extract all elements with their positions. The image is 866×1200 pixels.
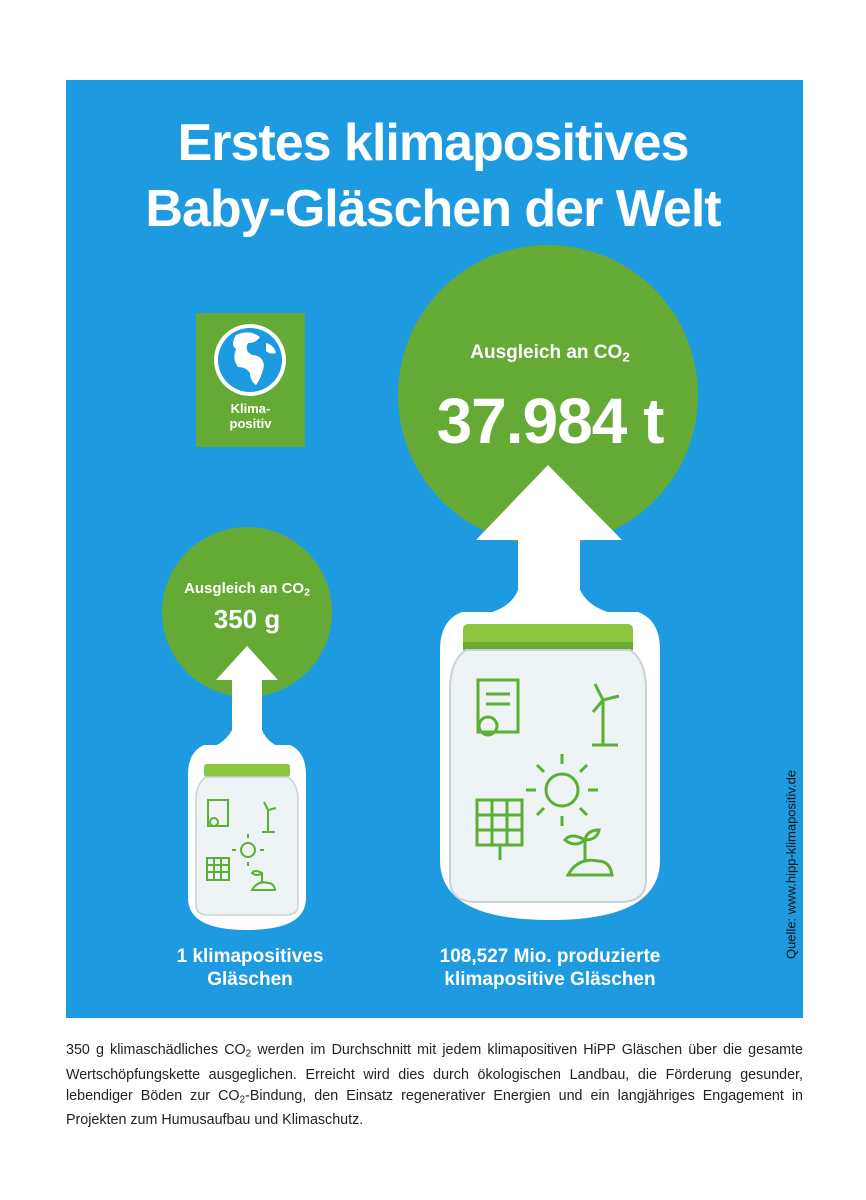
para-part-2: werden im Durchschnitt mit jedem klimapo… bbox=[66, 1042, 803, 1104]
small-jar-caption: 1 klimapositives Gläschen bbox=[176, 946, 324, 990]
para-part-1: 350 g klimaschädliches CO bbox=[66, 1042, 246, 1058]
para-sub-2: 2 bbox=[239, 1094, 246, 1105]
badge-label: Klima- positiv bbox=[229, 401, 272, 431]
big-arrow bbox=[460, 465, 640, 635]
small-arrow bbox=[200, 646, 292, 758]
small-jar-lid bbox=[204, 764, 290, 777]
headline-line-2: Baby-Gläschen der Welt bbox=[145, 180, 721, 238]
big-jar-lid bbox=[463, 624, 633, 646]
source-note: Quelle: www.hipp-klimapositiv.de bbox=[783, 769, 799, 960]
big-caption-subscript: 2 bbox=[622, 349, 630, 365]
big-circle-caption: Ausgleich an CO2 bbox=[420, 342, 680, 364]
big-jar-glass bbox=[449, 649, 647, 903]
small-circle-caption: Ausgleich an CO2 bbox=[172, 580, 322, 599]
body-paragraph: 350 g klimaschädliches CO2 werden im Dur… bbox=[66, 1040, 803, 1131]
small-jar-glass bbox=[195, 776, 299, 916]
big-caption-text: Ausgleich an CO bbox=[470, 342, 623, 363]
big-jar-icons bbox=[475, 678, 620, 877]
small-circle-value: 350 g bbox=[213, 604, 281, 634]
big-circle-value: 37.984 t bbox=[436, 385, 665, 457]
para-part-3: -Bindung, den Einsatz regenerativer Ener… bbox=[66, 1087, 803, 1129]
small-caption-text: Ausgleich an CO bbox=[184, 580, 305, 597]
small-jar-icons bbox=[206, 799, 277, 891]
small-co2-circle bbox=[162, 527, 332, 697]
small-caption-subscript: 2 bbox=[304, 586, 310, 599]
headline-line-1: Erstes klimapositives bbox=[177, 114, 690, 172]
para-sub-1: 2 bbox=[245, 1048, 252, 1060]
big-co2-circle bbox=[398, 245, 698, 545]
globe-icon bbox=[214, 324, 286, 396]
klimapositiv-badge: Klima- positiv bbox=[196, 313, 305, 447]
big-jar-caption: 108,527 Mio. produzierte klimapositive G… bbox=[439, 946, 661, 990]
